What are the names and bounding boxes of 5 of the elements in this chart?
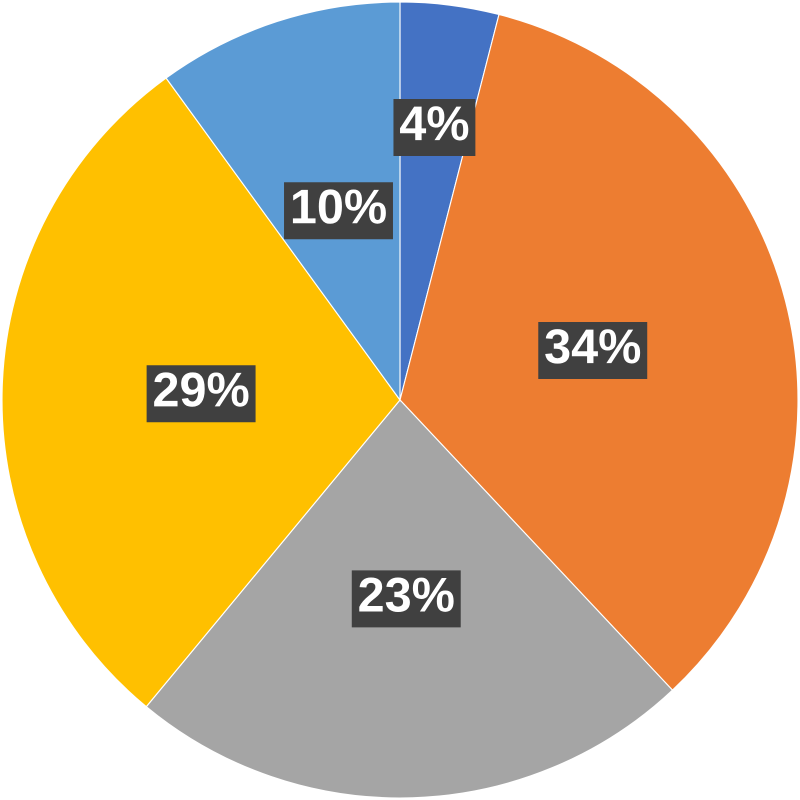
- data-label: 29%: [154, 372, 248, 407]
- data-label: 34%: [545, 329, 640, 364]
- data-label: 10%: [292, 189, 386, 224]
- data-label: 4%: [400, 106, 468, 140]
- data-label: 23%: [359, 578, 454, 612]
